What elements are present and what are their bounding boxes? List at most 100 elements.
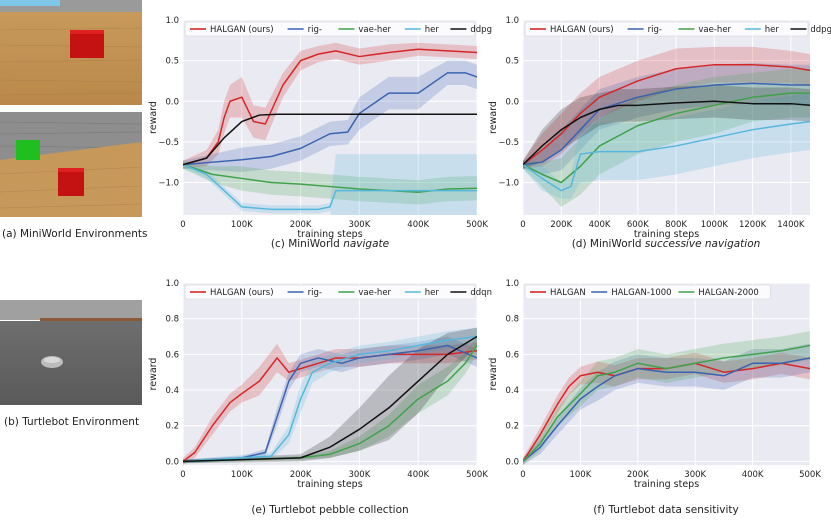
series-line-HALGAN (ours)	[183, 48, 477, 166]
panel-caption-f: (f) Turtlebot data sensitivity	[593, 504, 739, 516]
miniworld-env-caption: (a) MiniWorld Environments	[2, 228, 148, 240]
x-tick-label: 500K	[799, 470, 821, 480]
x-tick-label: 400K	[742, 470, 764, 480]
panel-caption-d: (d) MiniWorld successive navigation	[572, 238, 761, 250]
x-axis-label: training steps	[634, 229, 699, 240]
legend: HALGAN (ours) rig-vae-her her ddpg	[184, 21, 492, 37]
x-tick-label: 100K	[231, 220, 253, 230]
x-tick-label: 100K	[569, 470, 591, 480]
legend-entry: ddpg	[470, 25, 492, 35]
chart-panel-f: 0 100K 200K 300K 400K 500K 0.0 0.2 0.4 0.6 0.8 1.0 t…	[488, 279, 821, 490]
x-tick-label: 200K	[290, 470, 312, 480]
series-line-rig-	[523, 82, 810, 166]
band-ddpg	[523, 85, 810, 169]
series-line-vae-her	[523, 92, 810, 184]
band-HALGAN-2000	[523, 331, 810, 465]
x-tick-label: 400K	[589, 220, 611, 230]
band-her	[183, 154, 477, 215]
band-vae-her	[183, 160, 477, 205]
x-tick-label: 100K	[231, 470, 253, 480]
plot-background	[523, 20, 810, 215]
y-tick-label: 0.4	[165, 386, 179, 396]
y-tick-label: 0.8	[505, 315, 519, 325]
legend-entry: HALGAN-2000	[698, 288, 758, 298]
y-tick-label: 0.2	[505, 422, 519, 432]
y-tick-label: −1.0	[158, 179, 179, 189]
band-vae-her	[183, 336, 477, 464]
y-tick-label: 0.4	[505, 386, 519, 396]
y-tick-label: 0.2	[165, 422, 179, 432]
x-tick-label: 1200K	[739, 220, 767, 230]
band-her	[183, 327, 477, 464]
y-tick-label: 0.0	[505, 457, 519, 467]
series-line-HALGAN-2000	[523, 344, 810, 462]
x-axis-label: training steps	[297, 229, 362, 240]
chart-panel-c: 0 100K 200K 300K 400K 500K −1.0 −0.5 0.0 0.5 1.0 tr…	[148, 16, 492, 240]
turtlebot-env-caption: (b) Turtlebot Environment	[4, 416, 140, 428]
y-tick-label: 0.8	[165, 315, 179, 325]
legend-box	[524, 21, 809, 37]
x-tick-label: 1400K	[777, 220, 805, 230]
series-line-HALGAN (ours)	[523, 63, 810, 166]
legend: HALGAN (ours) rig-vae-her her ddpg	[524, 21, 831, 37]
data-layer	[523, 46, 810, 207]
legend-box	[524, 284, 771, 300]
turtlebot-env-image	[0, 300, 142, 405]
y-tick-label: −1.0	[498, 179, 519, 189]
legend-entry: HALGAN (ours)	[210, 288, 274, 298]
x-tick-label: 300K	[348, 470, 370, 480]
series-line-ddqn	[183, 335, 477, 463]
series-line-rig-	[183, 72, 477, 166]
chart-panel-e: 0 100K 200K 300K 400K 500K 0.0 0.2 0.4 0.6 0.8 1.0 t…	[148, 279, 492, 490]
x-tick-label: 200K	[290, 220, 312, 230]
band-HALGAN (ours)	[523, 46, 810, 169]
legend-entry: HALGAN (ours)	[210, 25, 274, 35]
data-layer	[183, 327, 477, 465]
band-HALGAN	[523, 352, 810, 465]
series-line-HALGAN-1000	[523, 357, 810, 463]
y-tick-label: −0.5	[498, 138, 519, 148]
plot-background	[523, 283, 810, 465]
chart-panel-d: 0 200K 400K 600K 800K 1000K 1200K 1400K −1.0 −0.5…	[488, 16, 831, 240]
legend-entry: her	[425, 25, 440, 35]
y-tick-label: 1.0	[165, 279, 179, 289]
y-tick-label: 0.0	[165, 97, 179, 107]
y-tick-label: 1.0	[165, 16, 179, 26]
x-tick-label: 500K	[466, 220, 488, 230]
legend-entry: vae-her	[358, 25, 391, 35]
legend-entry: HALGAN (ours)	[550, 25, 614, 35]
series-line-rig-	[183, 344, 477, 463]
y-axis-label: reward	[148, 101, 159, 134]
band-rig-	[183, 336, 477, 464]
legend-entry: HALGAN-1000	[611, 288, 671, 298]
legend-entry: ddqn	[470, 288, 492, 298]
series-line-HALGAN (ours)	[183, 350, 477, 463]
legend-entry: ddpg	[810, 25, 831, 35]
y-tick-label: 0.0	[165, 457, 179, 467]
series-line-her	[523, 120, 810, 192]
legend-box	[184, 21, 476, 37]
x-tick-label: 300K	[684, 470, 706, 480]
band-ddqn	[183, 327, 477, 464]
y-tick-label: 0.5	[505, 57, 519, 67]
y-tick-label: 1.0	[505, 279, 519, 289]
plot-background	[183, 283, 477, 465]
x-tick-label: 600K	[627, 220, 649, 230]
legend-entry: rig-	[648, 25, 662, 35]
y-tick-label: −0.5	[158, 138, 179, 148]
y-tick-label: 1.0	[505, 16, 519, 26]
x-tick-label: 400K	[407, 220, 429, 230]
legend-entry: rig-	[308, 288, 322, 298]
legend-entry: HALGAN	[550, 288, 586, 298]
y-tick-label: 0.6	[505, 350, 519, 360]
legend-entry: her	[765, 25, 780, 35]
x-tick-label: 0	[520, 220, 525, 230]
series-line-vae-her	[183, 345, 477, 463]
y-tick-label: 0.0	[505, 97, 519, 107]
x-tick-label: 0	[180, 470, 185, 480]
legend-entry: her	[425, 288, 440, 298]
series-line-vae-her	[183, 163, 477, 193]
band-her	[523, 93, 810, 199]
series-line-ddpg	[523, 100, 810, 166]
x-tick-label: 300K	[348, 220, 370, 230]
